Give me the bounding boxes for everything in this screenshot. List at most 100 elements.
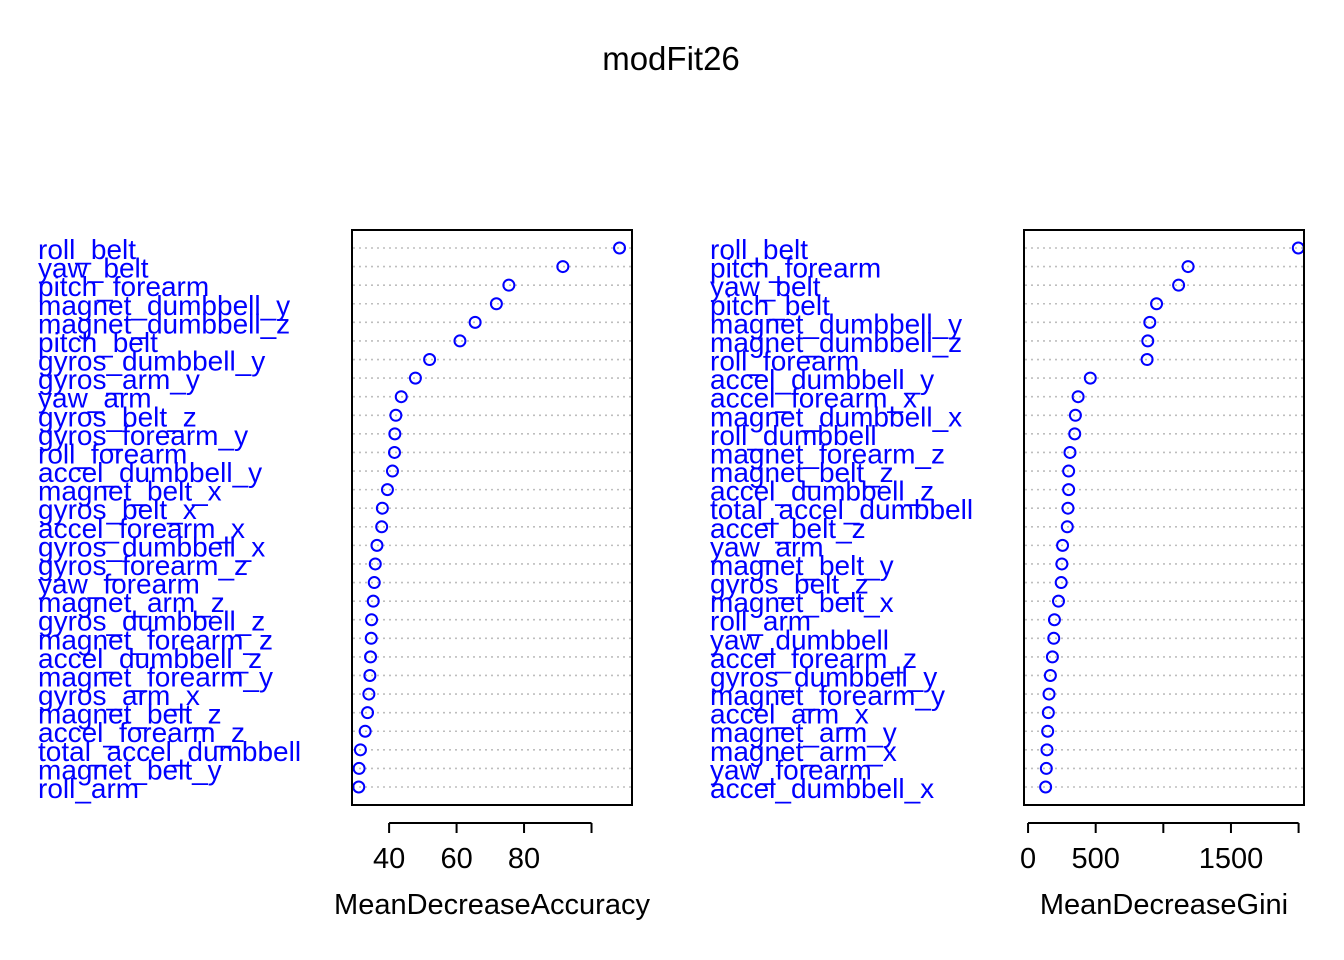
variable-label: accel_forearm_x [710,383,917,414]
data-point [363,668,377,682]
variable-label: magnet_belt_x [710,587,894,618]
data-point [1060,520,1074,534]
data-point [385,464,399,478]
gini-x-axis: 0 500 1500 [1020,822,1300,875]
variable-label: magnet_forearm_y [710,680,945,711]
data-point [1141,334,1155,348]
data-point [1043,668,1057,682]
data-point [1047,613,1061,627]
data-point [489,297,503,311]
variable-label: roll_forearm [710,346,859,377]
variable-label: accel_dumbbell_y [38,457,262,488]
data-point [1062,483,1076,497]
variable-label: accel_dumbbell_y [710,364,934,395]
variable-label: gyros_dumbbell_z [38,606,265,637]
accuracy-plot-frame [351,229,633,806]
data-point [408,371,422,385]
data-point [423,353,437,367]
variable-label: magnet_dumbbell_z [710,327,962,358]
data-point [1083,371,1097,385]
data-point [367,576,381,590]
variable-label: magnet_belt_y [710,550,894,581]
variable-label: gyros_forearm_y [38,420,248,451]
data-point [394,390,408,404]
data-point [1045,650,1059,664]
variable-label: magnet_dumbbell_y [38,290,290,321]
accuracy-x-axis-label: MeanDecreaseAccuracy [334,889,650,921]
variable-label: gyros_arm_y [38,364,200,395]
data-point [1047,631,1061,645]
variable-label: pitch_forearm [38,271,209,302]
data-point [1143,315,1157,329]
x-tick-label: 80 [508,843,540,875]
variable-label: magnet_forearm_y [38,661,273,692]
accuracy-x-axis: 40 60 80 [373,822,593,875]
variable-label: magnet_belt_z [710,457,894,488]
gini-grid-lines [1025,247,1303,788]
variable-label: accel_belt_z [710,513,866,544]
data-point [1172,278,1186,292]
gini-points [1039,241,1305,794]
variable-label: total_accel_dumbbell [38,736,301,767]
variable-label: accel_dumbbell_z [710,476,934,507]
variable-label: pitch_belt [710,290,830,321]
gini-plot-frame [1023,229,1305,806]
variable-label: yaw_forearm [38,569,200,600]
variable-label: gyros_forearm_z [38,550,248,581]
x-tick-label: 1500 [1199,843,1264,875]
data-point [352,780,366,794]
data-point [352,761,366,775]
variable-label: magnet_belt_y [38,754,222,785]
variable-label: yaw_arm [38,383,152,414]
variable-label: roll_forearm [38,438,187,469]
accuracy-points [352,241,627,794]
data-point [1063,445,1077,459]
variable-label: magnet_dumbbell_y [710,308,962,339]
data-point [1181,260,1195,274]
x-tick-label: 40 [373,843,405,875]
variable-label: roll_dumbbell [710,420,877,451]
variable-label: accel_forearm_z [38,717,245,748]
variable-label: yaw_forearm [710,754,872,785]
variable-label: accel_arm_x [710,699,869,730]
gini-variable-labels: roll_beltpitch_forearmyaw_beltpitch_belt… [710,234,973,804]
data-point [613,241,627,255]
variable-label: gyros_dumbbell_x [38,531,265,562]
data-point [1140,353,1154,367]
data-point [364,631,378,645]
variable-label: yaw_belt [38,253,149,284]
data-point [368,557,382,571]
variable-label: total_accel_dumbbell [710,494,973,525]
variable-label: magnet_arm_z [38,587,225,618]
data-point [370,538,384,552]
data-point [1040,743,1054,757]
variable-label: magnet_arm_x [710,736,897,767]
variable-label: gyros_belt_z [38,401,197,432]
data-point [380,483,394,497]
data-point [361,706,375,720]
variable-label: magnet_belt_x [38,476,222,507]
variable-label: gyros_belt_z [710,569,869,600]
variable-label: magnet_belt_z [38,699,222,730]
data-point [1041,706,1055,720]
variable-label: roll_belt [710,234,808,265]
data-point [375,501,389,515]
data-point [1039,761,1053,775]
variable-label: yaw_belt [710,271,821,302]
variable-label: gyros_arm_x [38,680,200,711]
gini-dotchart-panel: roll_beltpitch_forearmyaw_beltpitch_belt… [710,229,1305,921]
data-point [1055,557,1069,571]
data-point [1150,297,1164,311]
data-point [1041,724,1055,738]
variable-label: gyros_belt_x [38,494,197,525]
data-point [389,408,403,422]
data-point [375,520,389,534]
variable-label: accel_forearm_z [710,643,917,674]
variable-label: roll_arm [38,773,139,804]
data-point [362,687,376,701]
variable-label: accel_dumbbell_z [38,643,262,674]
data-point [365,613,379,627]
accuracy-variable-labels: roll_beltyaw_beltpitch_forearmmagnet_dum… [38,234,301,804]
variable-label: magnet_dumbbell_x [710,401,962,432]
variable-label: magnet_arm_y [710,717,897,748]
